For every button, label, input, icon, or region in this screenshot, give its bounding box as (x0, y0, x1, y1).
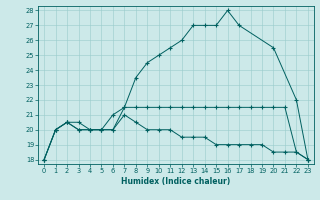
X-axis label: Humidex (Indice chaleur): Humidex (Indice chaleur) (121, 177, 231, 186)
